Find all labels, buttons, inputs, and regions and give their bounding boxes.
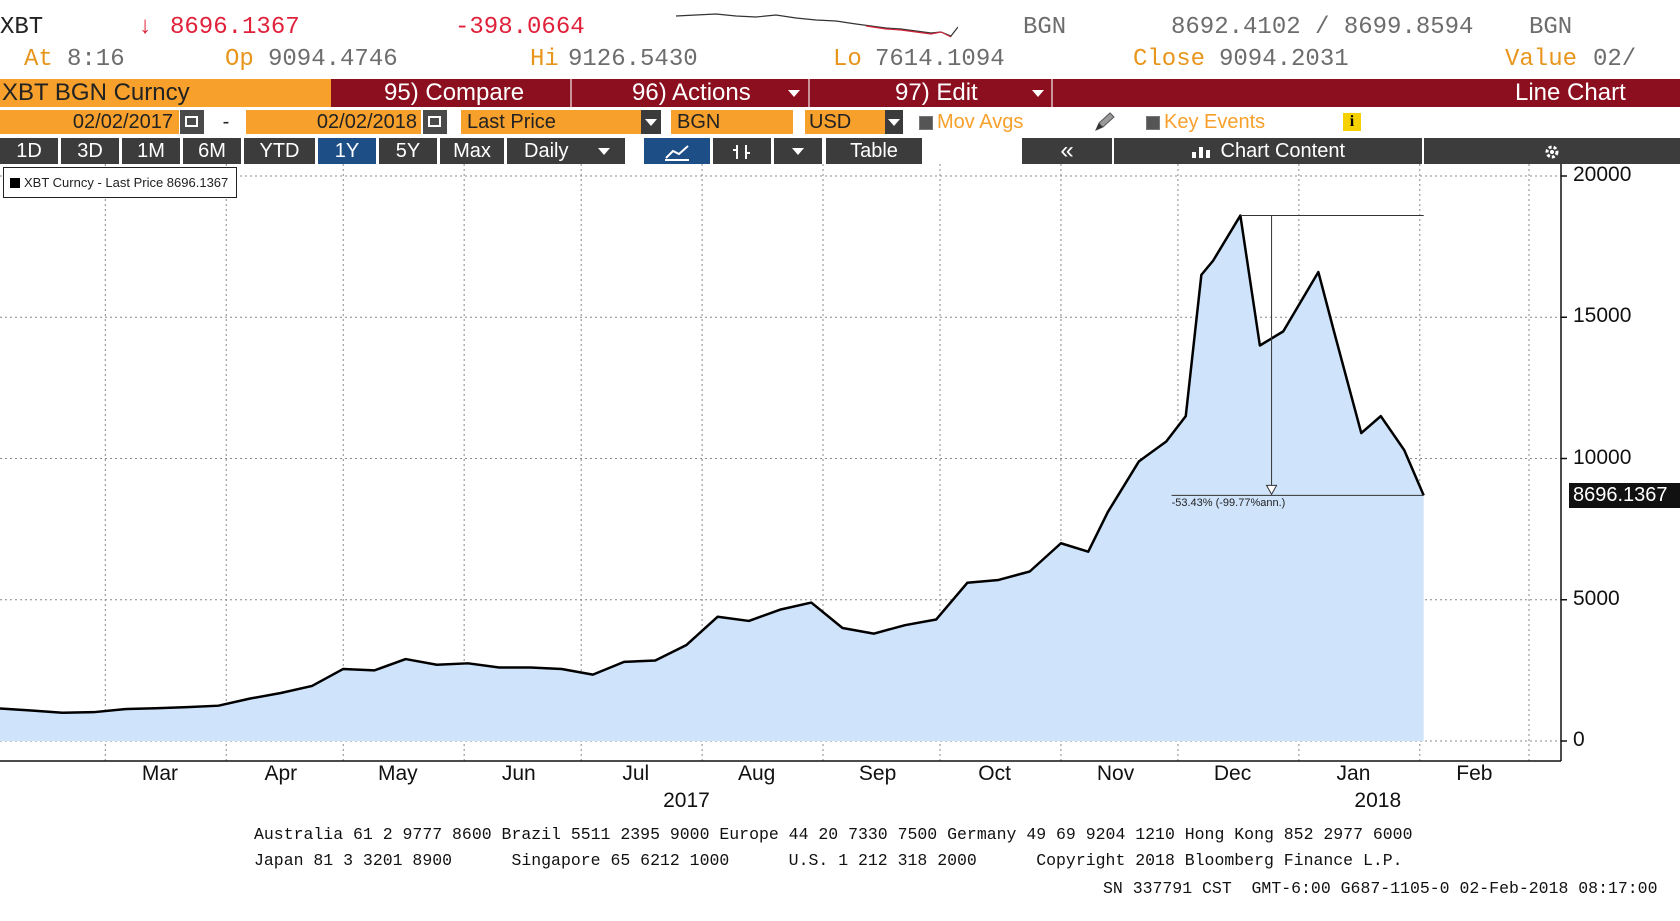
currency-right: BGN (1529, 14, 1573, 41)
high-label: Hi (530, 46, 559, 73)
price-area (0, 215, 1424, 742)
chart-content-label: Chart Content (1220, 140, 1346, 162)
chart-type-label[interactable]: Line Chart (1515, 79, 1626, 106)
actions-menu[interactable]: 96) Actions (632, 79, 751, 106)
period-max-button[interactable]: Max (440, 138, 504, 164)
actions-caret-icon[interactable] (788, 79, 800, 107)
arrow-head-icon (1265, 484, 1278, 496)
divider (570, 79, 572, 107)
security-box[interactable] (0, 79, 331, 107)
period-6m-button[interactable]: 6M (183, 138, 241, 164)
period-1m-button[interactable]: 1M (122, 138, 180, 164)
ticker: XBT (0, 14, 44, 41)
y-tick-label: 15000 (1573, 304, 1632, 328)
chart-content-icon (1191, 147, 1210, 158)
drawdown-annotation: -53.43% (-99.77%ann.) (1171, 497, 1286, 510)
footer-session: SN 337791 CST GMT-6:00 G687-1105-0 02-Fe… (1103, 879, 1658, 898)
down-arrow-icon: ↓ (138, 14, 153, 41)
frequency-label: Daily (524, 140, 569, 162)
y-tick-label: 5000 (1573, 586, 1620, 610)
y-tick-label: 10000 (1573, 445, 1632, 469)
x-month-label: Nov (1096, 762, 1135, 785)
compare-button[interactable]: 95) Compare (384, 79, 525, 106)
compare-currency-field[interactable]: USD (805, 110, 885, 134)
legend[interactable]: XBT Curncy - Last Price 8696.1367 (3, 167, 238, 198)
footer-contacts-2: Japan 81 3 3201 8900 Singapore 65 6212 1… (254, 851, 1403, 870)
mov-avgs-checkbox[interactable] (919, 116, 933, 130)
key-events-checkbox[interactable] (1146, 116, 1160, 130)
chart-style-dropdown-icon[interactable] (774, 138, 822, 164)
sparkline (676, 13, 958, 38)
period-5y-button[interactable]: 5Y (379, 138, 437, 164)
legend-swatch (10, 178, 20, 188)
field-dropdown-icon[interactable] (641, 110, 661, 134)
bar-chart-icon[interactable] (713, 138, 771, 164)
chart-content-button[interactable]: Chart Content (1114, 138, 1422, 164)
table-button[interactable]: Table (826, 138, 922, 164)
mov-avgs-label[interactable]: Mov Avgs (937, 111, 1024, 133)
calendar-icon[interactable] (180, 110, 204, 134)
low-label: Lo (833, 46, 862, 73)
info-icon[interactable]: i (1343, 113, 1361, 131)
x-month-label: Mar (141, 762, 178, 785)
value-value: 02/ (1593, 46, 1637, 73)
date-dash: - (206, 110, 246, 134)
close-label: Close (1133, 46, 1206, 73)
high-value: 9126.5430 (568, 46, 698, 73)
low-value: 7614.1094 (875, 46, 1005, 73)
at-label: At (24, 46, 53, 73)
footer-contacts-1: Australia 61 2 9777 8600 Brazil 5511 239… (254, 825, 1413, 844)
price-chart (0, 164, 1567, 762)
value-label: Value (1505, 46, 1578, 73)
frequency-select[interactable]: Daily (507, 138, 625, 164)
open-value: 9094.4746 (268, 46, 398, 73)
line-chart-icon[interactable] (644, 138, 710, 164)
last-price-tag: 8696.1367 (1569, 483, 1680, 508)
x-month-label: Aug (738, 762, 776, 785)
price-line (0, 214, 1425, 714)
key-events-label[interactable]: Key Events (1164, 111, 1266, 133)
period-ytd-button[interactable]: YTD (244, 138, 315, 164)
x-month-label: Jun (501, 762, 536, 785)
calendar-icon[interactable] (423, 110, 447, 134)
x-month-label: Apr (264, 762, 298, 785)
collapse-icon[interactable]: « (1022, 138, 1112, 164)
end-date-field[interactable]: 02/02/2018 (246, 110, 421, 134)
x-year-label: 2018 (1354, 789, 1402, 812)
x-month-label: Jan (1336, 762, 1371, 785)
x-month-label: Sep (858, 762, 897, 785)
currency-dropdown-icon[interactable] (885, 110, 903, 134)
close-value: 9094.2031 (1219, 46, 1349, 73)
edit-caret-icon[interactable] (1032, 79, 1044, 107)
x-month-label: Oct (978, 762, 1011, 785)
currency-field[interactable]: BGN (671, 110, 793, 134)
at-value: 8:16 (67, 46, 125, 73)
frequency-caret-icon (598, 148, 610, 155)
x-month-label: May (378, 762, 418, 785)
y-tick-label: 20000 (1573, 163, 1632, 186)
period-3d-button[interactable]: 3D (61, 138, 119, 164)
pencil-icon[interactable] (1093, 111, 1117, 133)
divider (808, 79, 810, 107)
last-price: 8696.1367 (170, 14, 300, 41)
gear-icon[interactable] (1424, 138, 1680, 164)
security-name[interactable]: XBT BGN Curncy (2, 79, 190, 106)
start-date-field[interactable]: 02/02/2017 (0, 110, 179, 134)
divider (1051, 79, 1053, 107)
x-month-label: Dec (1213, 762, 1252, 785)
x-month-label: Jul (622, 762, 650, 785)
y-tick-label: 0 (1573, 728, 1585, 751)
period-1y-button[interactable]: 1Y (318, 138, 376, 164)
open-label: Op (225, 46, 254, 73)
net-change: -398.0664 (455, 14, 585, 41)
field-select[interactable]: Last Price (461, 110, 641, 134)
x-year-label: 2017 (663, 789, 710, 812)
x-month-label: Feb (1456, 762, 1493, 785)
currency-left: BGN (1023, 14, 1067, 41)
edit-menu[interactable]: 97) Edit (895, 79, 978, 106)
period-1d-button[interactable]: 1D (0, 138, 58, 164)
legend-text: XBT Curncy - Last Price 8696.1367 (24, 175, 229, 190)
bid-ask: 8692.4102 / 8699.8594 (1171, 14, 1474, 41)
